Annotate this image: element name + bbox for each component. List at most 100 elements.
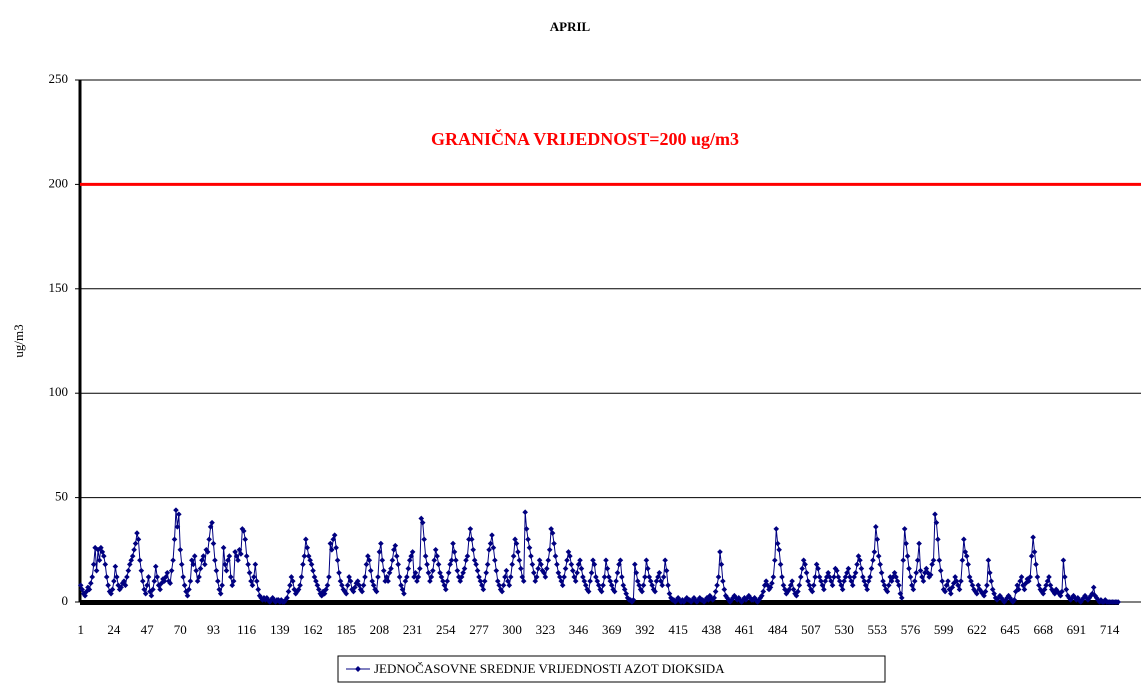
y-axis-label: ug/m3 [11,324,26,357]
data-point [344,582,351,589]
data-point [858,565,865,572]
data-point [632,561,638,568]
data-point [903,540,909,547]
data-point [607,578,614,584]
data-point [565,549,572,555]
data-point [966,574,973,580]
data-point [178,561,185,568]
data-point [711,595,717,601]
data-point [152,563,159,570]
data-point [359,588,365,595]
data-point [614,569,621,576]
data-point [1059,588,1065,595]
data-point [307,557,313,564]
data-point [776,547,782,553]
data-point [629,599,635,605]
data-point [1101,599,1107,605]
data-point [155,582,162,589]
data-point [171,536,178,543]
data-point [825,569,831,576]
data-point [595,582,602,589]
data-point [268,597,274,603]
data-point [1040,590,1047,597]
data-point [659,582,666,589]
data-point [552,553,559,559]
x-tick-label: 668 [1033,622,1053,637]
data-point [588,569,595,576]
data-point [382,578,388,584]
x-tick-label: 24 [107,622,121,637]
data-point [763,578,769,584]
data-point [223,567,230,574]
data-point [608,582,615,589]
data-point [454,567,461,574]
data-point [1076,597,1083,603]
data-point [812,574,819,580]
data-point [620,582,627,589]
data-point [518,565,524,572]
data-point [235,557,241,564]
data-point [367,567,374,574]
data-point [759,592,765,599]
data-point [906,565,912,572]
data-point [896,582,902,589]
data-point [1027,574,1034,580]
data-point [963,553,970,559]
data-point [616,561,622,568]
data-point [645,565,651,572]
data-point [158,580,165,587]
data-point [958,578,964,584]
data-point [177,547,184,553]
data-point [232,549,238,555]
data-point [421,536,427,543]
data-point [564,557,570,564]
data-point [204,549,211,555]
data-point [1102,597,1109,603]
data-point [844,569,850,576]
data-point [145,574,152,580]
data-point [510,553,517,559]
data-point [606,574,612,580]
data-point [1043,582,1049,589]
x-tick-label: 645 [1000,622,1020,637]
data-point [187,578,194,584]
data-point [835,574,842,580]
data-point [330,536,337,543]
data-point [845,565,852,572]
data-point [383,574,390,580]
data-point [793,592,800,599]
data-point [561,574,567,580]
data-point [375,574,381,580]
data-point [125,567,132,574]
data-point [176,511,182,518]
data-point [313,578,319,584]
data-point [310,567,316,574]
data-point [141,586,148,593]
data-point [255,586,262,593]
data-point [655,574,661,580]
data-point [795,588,801,595]
data-point [927,572,934,578]
data-point [647,578,654,584]
data-point [122,582,129,589]
data-point [559,582,566,589]
data-point [194,578,201,584]
data-point [210,540,217,547]
data-point [982,588,989,595]
data-point [1024,576,1031,582]
data-point [727,599,733,605]
data-point [259,597,266,603]
data-point [536,557,543,564]
data-point [512,536,518,543]
x-tick-label: 392 [635,622,655,637]
data-point [656,569,663,576]
data-point [593,574,599,580]
data-point [507,574,514,580]
data-point [432,547,439,553]
data-point [591,561,598,568]
data-point [398,582,404,589]
data-point [197,565,204,572]
data-point [961,536,967,543]
y-tick-label: 150 [49,280,69,295]
